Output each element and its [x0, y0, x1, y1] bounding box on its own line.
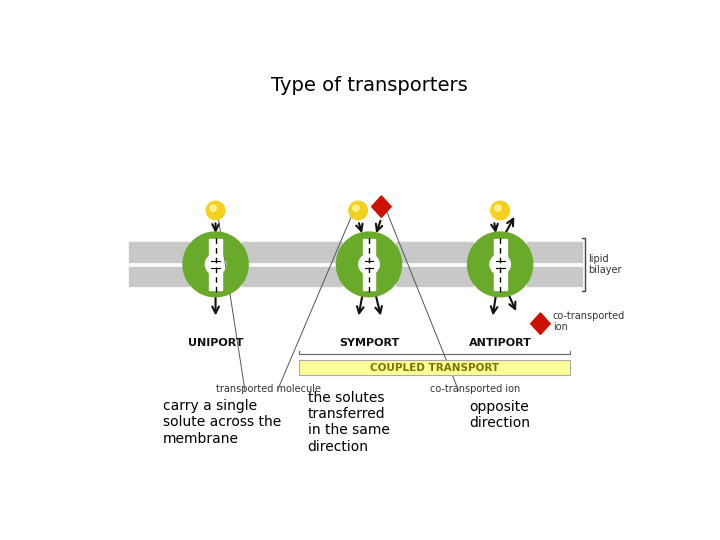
Circle shape	[206, 201, 225, 220]
Bar	[242, 242, 342, 261]
Circle shape	[495, 205, 501, 211]
Text: ANTIPORT: ANTIPORT	[469, 338, 531, 348]
Polygon shape	[372, 196, 391, 218]
Text: opposite
direction: opposite direction	[469, 400, 531, 430]
Polygon shape	[379, 248, 402, 281]
Circle shape	[353, 205, 359, 211]
Text: Type of transporters: Type of transporters	[271, 76, 467, 95]
Bar	[129, 242, 189, 261]
Text: co-transported
ion: co-transported ion	[553, 310, 625, 332]
Text: the solutes
transferred
in the same
direction: the solutes transferred in the same dire…	[307, 391, 390, 454]
Bar	[396, 267, 474, 287]
Polygon shape	[336, 248, 359, 281]
Text: carry a single
solute across the
membrane: carry a single solute across the membran…	[163, 399, 281, 446]
Bar	[363, 239, 375, 291]
Bar	[527, 242, 582, 261]
Polygon shape	[186, 269, 245, 296]
Polygon shape	[340, 232, 398, 260]
Polygon shape	[510, 248, 533, 281]
Text: lipid
bilayer: lipid bilayer	[588, 254, 622, 275]
Text: co-transported ion: co-transported ion	[430, 384, 520, 394]
Bar	[129, 267, 189, 287]
Bar	[242, 267, 342, 287]
Polygon shape	[471, 269, 530, 296]
Polygon shape	[467, 248, 490, 281]
Text: UNIPORT: UNIPORT	[188, 338, 243, 348]
Bar	[396, 242, 474, 261]
Polygon shape	[186, 232, 245, 260]
Bar	[494, 239, 507, 291]
Polygon shape	[471, 232, 530, 260]
Circle shape	[210, 205, 216, 211]
Polygon shape	[340, 269, 398, 296]
Bar	[527, 267, 582, 287]
Bar	[209, 239, 222, 291]
Polygon shape	[531, 313, 550, 334]
Polygon shape	[183, 248, 205, 281]
Text: COUPLED TRANSPORT: COUPLED TRANSPORT	[370, 362, 499, 373]
Polygon shape	[225, 248, 248, 281]
Circle shape	[491, 201, 510, 220]
Bar	[300, 360, 570, 375]
Text: SYMPORT: SYMPORT	[339, 338, 399, 348]
Circle shape	[349, 201, 367, 220]
Text: transported molecule: transported molecule	[216, 384, 321, 394]
